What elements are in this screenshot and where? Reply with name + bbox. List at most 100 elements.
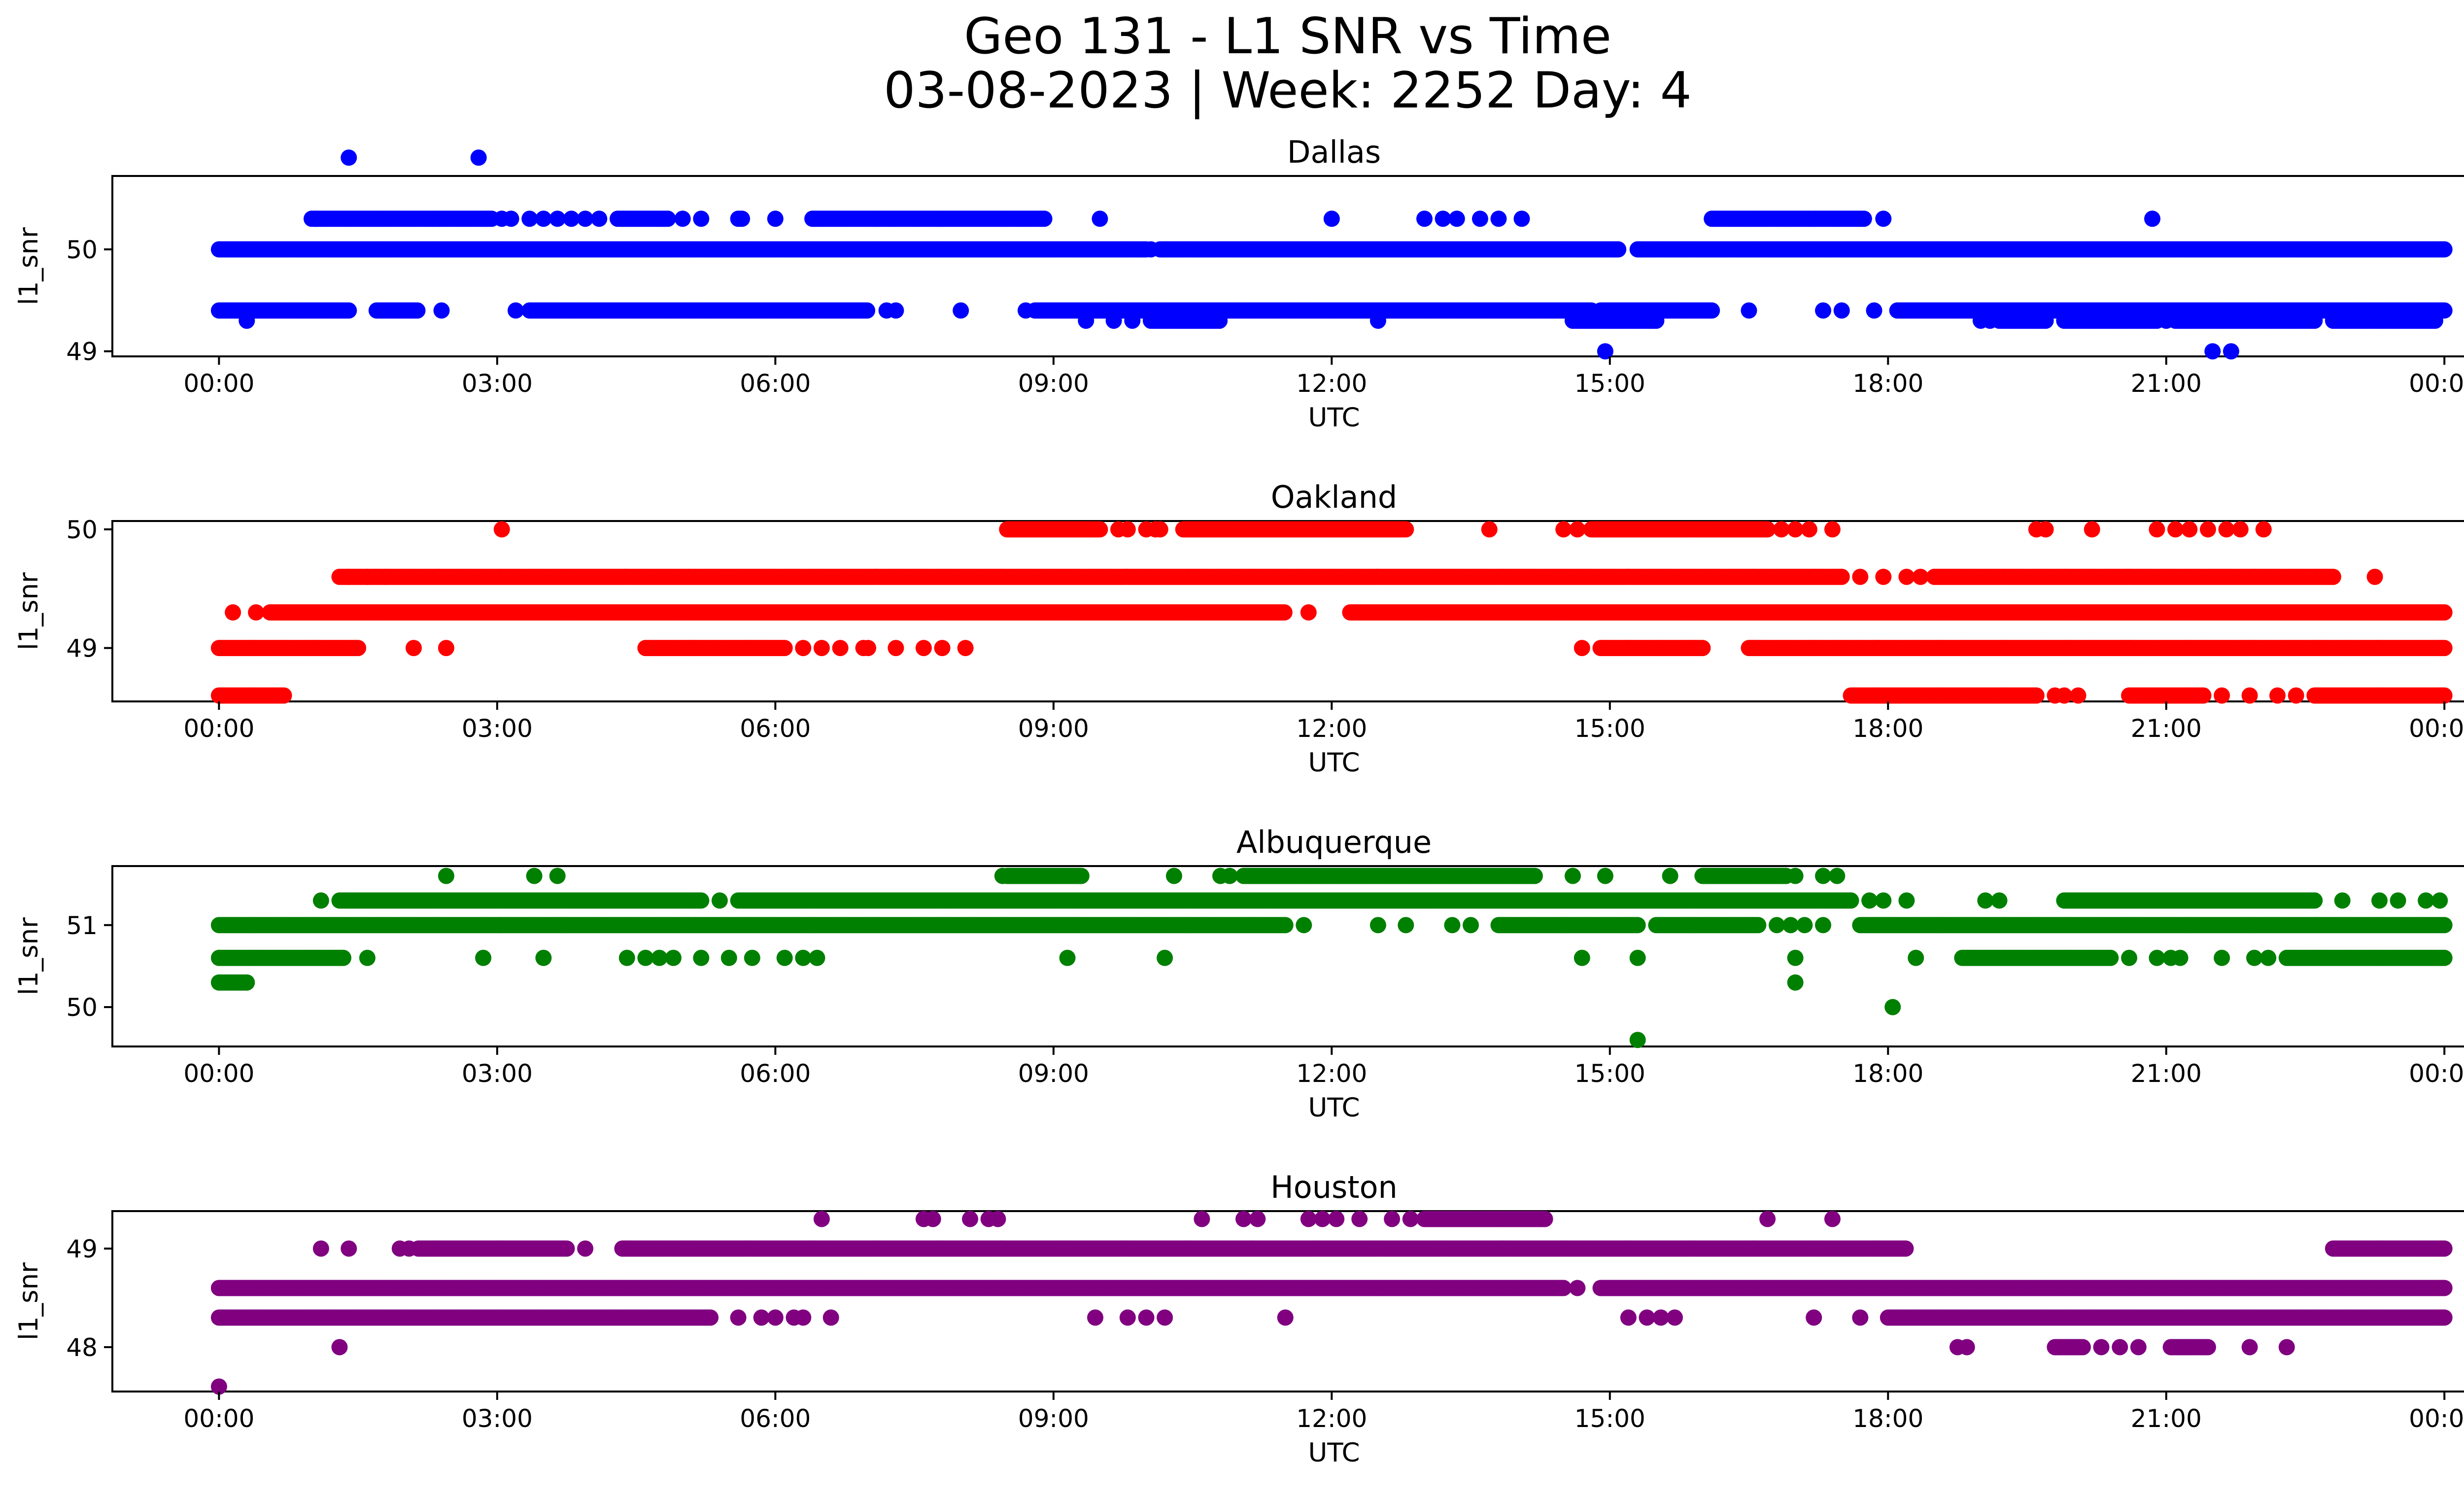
data-point-dallas-1-354: [1449, 210, 1465, 227]
data-point-dallas-2-939: [953, 302, 969, 318]
data-point-dallas-0-1184: [2436, 241, 2453, 257]
data-point-dallas-1-125: [660, 210, 676, 227]
data-point-oakland-0-275: [1555, 521, 1572, 537]
data-point-dallas-3-296: [1124, 313, 1140, 329]
plot-area-dallas: [112, 176, 2464, 356]
x-tick-label-dallas-8: 00:00: [2409, 369, 2464, 398]
data-point-oakland-1-810: [1834, 569, 1850, 585]
data-point-oakland-0-287: [2200, 521, 2216, 537]
data-point-dallas-1-346: [591, 210, 607, 227]
data-point-dallas-2-944: [1866, 302, 1882, 318]
data-point-oakland-0-278: [1787, 521, 1804, 537]
data-point-dallas-3-109: [2038, 313, 2054, 329]
x-tick-label-dallas-4: 12:00: [1296, 369, 1367, 398]
data-point-oakland-0-290: [2256, 521, 2272, 537]
data-point-oakland-0-288: [2219, 521, 2235, 537]
data-point-oakland-1-1031: [1875, 569, 1891, 585]
data-point-oakland-0-280: [1824, 521, 1841, 537]
data-point-dallas-4-1: [471, 149, 487, 166]
data-point-dallas-5-2: [2223, 343, 2239, 359]
x-tick-label-dallas-3: 09:00: [1018, 369, 1089, 398]
data-point-oakland-0-276: [1569, 521, 1585, 537]
data-point-dallas-5-1: [2204, 343, 2221, 359]
data-point-dallas-1-340: [503, 210, 519, 227]
data-point-dallas-3-300: [2158, 313, 2174, 329]
data-point-oakland-0-50: [1092, 521, 1108, 537]
data-point-dallas-1-349: [767, 210, 784, 227]
data-point-dallas-1-344: [563, 210, 580, 227]
data-point-dallas-1-254: [1036, 210, 1053, 227]
data-point-dallas-1-347: [675, 210, 691, 227]
subplot-dallas: 00:00 03:00 06:00 09:00 12:00 15:00 18:00 21:00…: [14, 134, 2464, 433]
data-point-dallas-1-345: [577, 210, 593, 227]
data-point-dallas-3-293: [239, 313, 255, 329]
y-axis-label-dallas: l1_snr: [14, 227, 44, 305]
x-axis-label-dallas: UTC: [1308, 403, 1360, 433]
data-point-dallas-3-83: [1648, 313, 1664, 329]
data-point-dallas-1-352: [1416, 210, 1433, 227]
data-point-dallas-2-940: [1018, 302, 1034, 318]
data-point-dallas-5-0: [1597, 343, 1613, 359]
data-point-dallas-3-236: [2306, 313, 2323, 329]
data-point-oakland-0-274: [1481, 521, 1498, 537]
data-point-dallas-3-299: [1982, 313, 1998, 329]
data-point-dallas-1-338: [308, 210, 325, 227]
data-point-oakland-0-270: [1120, 521, 1136, 537]
data-point-oakland-0-268: [494, 521, 510, 537]
data-point-oakland-0-285: [2167, 521, 2184, 537]
data-point-oakland-0-284: [2149, 521, 2165, 537]
data-point-dallas-1-341: [521, 210, 538, 227]
data-point-oakland-2-547: [1276, 604, 1293, 621]
data-point-dallas-2-943: [1834, 302, 1850, 318]
data-point-oakland-0-279: [1801, 521, 1817, 537]
data-point-dallas-1-351: [1324, 210, 1340, 227]
x-tick-label-dallas-7: 21:00: [2131, 369, 2202, 398]
figure-title-line1: Geo 131 - L1 SNR vs Time: [0, 9, 2464, 64]
data-point-dallas-1-128: [734, 210, 750, 227]
data-point-oakland-1-1029: [378, 569, 394, 585]
data-point-dallas-1-359: [2144, 210, 2160, 227]
data-point-dallas-2-93: [410, 302, 426, 318]
data-point-dallas-2-70: [341, 302, 357, 318]
data-point-dallas-1-353: [1435, 210, 1451, 227]
data-point-dallas-2-936: [508, 302, 524, 318]
data-point-dallas-3-295: [1106, 313, 1122, 329]
subplot-title-dallas: Dallas: [1287, 134, 1381, 170]
data-point-dallas-3-292: [2427, 313, 2443, 329]
data-point-dallas-1-348: [693, 210, 709, 227]
data-point-dallas-1-343: [549, 210, 566, 227]
data-point-oakland-0-282: [2038, 521, 2054, 537]
data-point-dallas-1-355: [1472, 210, 1488, 227]
x-tick-label-dallas-6: 18:00: [1852, 369, 1923, 398]
x-tick-label-dallas-5: 15:00: [1574, 369, 1645, 398]
data-point-dallas-1-358: [1875, 210, 1891, 227]
y-tick-label-dallas-0: 49: [66, 338, 98, 366]
data-point-dallas-3-37: [1211, 313, 1228, 329]
data-point-oakland-0-171: [1398, 521, 1414, 537]
data-point-oakland-0-286: [2181, 521, 2197, 537]
x-tick-label-dallas-1: 03:00: [462, 369, 533, 398]
data-point-dallas-1-337: [1856, 210, 1872, 227]
data-point-dallas-3-294: [1078, 313, 1094, 329]
data-point-oakland-0-277: [1773, 521, 1789, 537]
data-point-dallas-4-0: [341, 149, 357, 166]
data-point-oakland-0-283: [2084, 521, 2100, 537]
data-point-dallas-2-942: [1815, 302, 1831, 318]
data-point-dallas-3-297: [1370, 313, 1386, 329]
data-point-dallas-0-1186: [1607, 241, 1623, 257]
y-tick-label-dallas-1: 50: [66, 236, 98, 264]
data-point-dallas-2-938: [888, 302, 904, 318]
data-point-dallas-1-356: [1491, 210, 1507, 227]
data-point-oakland-0-267: [1759, 521, 1776, 537]
data-point-oakland-0-273: [1152, 521, 1168, 537]
data-point-dallas-1-342: [535, 210, 551, 227]
x-tick-label-dallas-2: 06:00: [740, 369, 811, 398]
data-point-dallas-2-638: [1704, 302, 1720, 318]
data-point-dallas-2-941: [1741, 302, 1757, 318]
data-point-dallas-2-935: [434, 302, 450, 318]
data-point-oakland-0-289: [2232, 521, 2249, 537]
data-point-oakland-1-1034: [2367, 569, 2383, 585]
data-point-dallas-2-276: [859, 302, 875, 318]
data-point-oakland-1-1026: [2325, 569, 2341, 585]
